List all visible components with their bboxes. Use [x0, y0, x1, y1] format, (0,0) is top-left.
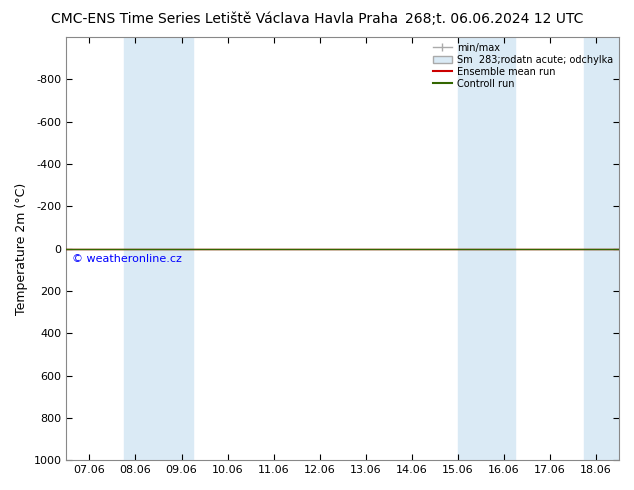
- Bar: [124, 37, 193, 460]
- Bar: [458, 37, 515, 460]
- Legend: min/max, Sm  283;rodatn acute; odchylka, Ensemble mean run, Controll run: min/max, Sm 283;rodatn acute; odchylka, …: [430, 40, 616, 92]
- Bar: [585, 37, 619, 460]
- Text: CMC-ENS Time Series Letiště Václava Havla Praha: CMC-ENS Time Series Letiště Václava Havl…: [51, 12, 398, 26]
- Text: 268;t. 06.06.2024 12 UTC: 268;t. 06.06.2024 12 UTC: [405, 12, 583, 26]
- Y-axis label: Temperature 2m (°C): Temperature 2m (°C): [15, 182, 28, 315]
- Text: © weatheronline.cz: © weatheronline.cz: [72, 254, 182, 264]
